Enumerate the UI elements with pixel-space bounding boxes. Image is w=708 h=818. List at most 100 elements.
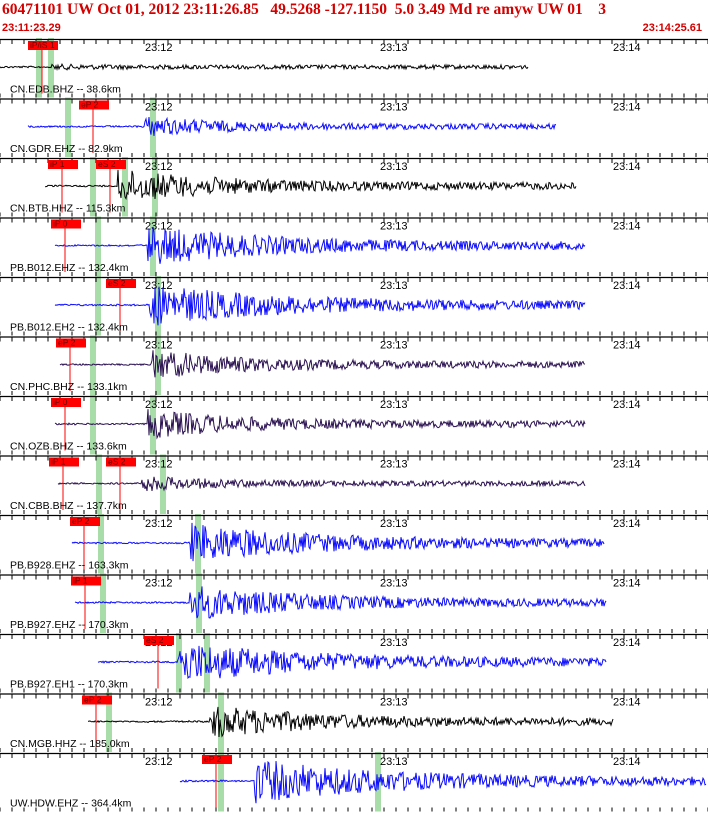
- pick-marker[interactable]: [106, 279, 136, 288]
- pick-label: eP 2: [204, 754, 222, 764]
- pick-label: eP 2: [72, 516, 90, 526]
- time-tick-label: 23:14: [613, 280, 641, 292]
- time-tick-label: 23:12: [145, 161, 173, 173]
- time-tick-label: 23:14: [613, 518, 641, 530]
- time-tick-label: 23:13: [380, 459, 408, 471]
- time-tick-label: 23:14: [613, 102, 641, 114]
- seismogram-panels: 23:12 23:13 23:14 iP/iS 1 CN.EDB.BHZ -- 38.6…: [0, 38, 708, 812]
- pick-label: iP 1: [73, 576, 88, 586]
- pick-marker[interactable]: [82, 695, 112, 705]
- station-label: PB.B927.EHZ -- 170.3km: [10, 619, 129, 631]
- time-tick-label: 23:14: [613, 756, 641, 768]
- pick-window-band: [150, 216, 156, 276]
- time-tick-label: 23:13: [380, 161, 408, 173]
- start-time: 23:11:23.29: [2, 22, 61, 34]
- station-label: CN.CBB.BHZ -- 137.7km: [10, 500, 127, 512]
- pick-window-band: [155, 276, 161, 336]
- waveform-trace: [44, 169, 577, 201]
- time-tick-label: 23:13: [380, 518, 408, 530]
- time-tick-label: 23:13: [380, 578, 408, 590]
- pick-label: iP 1: [51, 457, 66, 467]
- pick-label: eS 2: [108, 457, 126, 467]
- pick-window-band: [150, 395, 156, 455]
- waveform-trace: [54, 286, 586, 326]
- pick-marker[interactable]: [56, 338, 86, 348]
- time-tick-label: 23:14: [613, 399, 641, 411]
- pick-marker[interactable]: [49, 457, 79, 467]
- pick-label: iP/iS 1: [30, 40, 55, 50]
- time-tick-label: 23:13: [380, 280, 408, 292]
- pick-window-band: [95, 276, 101, 336]
- time-tick-label: 23:12: [145, 102, 173, 114]
- time-tick-label: 23:14: [613, 697, 641, 709]
- time-tick-label: 23:13: [380, 637, 408, 649]
- time-tick-label: 23:12: [145, 340, 173, 352]
- pick-window-band: [375, 752, 381, 812]
- trace-panel: 23:12 23:13 23:14 iP 1 eS 2 CN.BTB.HHZ -- 115…: [0, 157, 708, 217]
- time-tick-label: 23:13: [380, 399, 408, 411]
- waveform-trace: [27, 116, 557, 137]
- trace-panel: 23:12 23:13 23:14 eP 2 UW.HDW.EHZ -- 364.4km: [0, 752, 708, 812]
- station-label: PB.B928.EHZ -- 163.3km: [10, 560, 129, 572]
- trace-panel: 23:12 23:13 23:14 iP 1 eS 2 CN.CBB.BHZ -- 137…: [0, 454, 708, 514]
- pick-label: eS 2: [146, 635, 164, 645]
- waveform-trace: [0, 63, 529, 72]
- waveform-trace: [74, 586, 607, 619]
- trace-panel: 23:12 23:13 23:14 iP 0 PB.B012.EHZ -- 132.4k…: [0, 216, 708, 276]
- pick-window-band: [90, 335, 96, 395]
- time-tick-label: 23:14: [613, 459, 641, 471]
- pick-marker[interactable]: [144, 636, 174, 645]
- pick-marker[interactable]: [106, 457, 136, 467]
- trace-panel: 23:12 23:13 23:14 iP 0 CN.OZB.BHZ -- 133.6km: [0, 395, 708, 455]
- pick-window-band: [122, 157, 128, 217]
- time-tick-label: 23:12: [145, 578, 173, 590]
- waveform-trace: [97, 645, 607, 680]
- time-tick-label: 23:13: [380, 756, 408, 768]
- pick-marker[interactable]: [79, 100, 109, 110]
- time-tick-label: 23:14: [613, 42, 641, 54]
- pick-window-band: [95, 216, 101, 276]
- pick-window-band: [65, 97, 71, 157]
- time-tick-label: 23:13: [380, 102, 408, 114]
- pick-window-band: [90, 157, 96, 217]
- pick-marker[interactable]: [51, 398, 81, 407]
- pick-marker[interactable]: [48, 160, 78, 169]
- station-label: PB.B927.EH1 -- 170.3km: [10, 679, 128, 691]
- station-label: CN.MGB.HHZ -- 185.0km: [10, 738, 130, 750]
- pick-marker[interactable]: [96, 160, 126, 169]
- time-tick-label: 23:14: [613, 578, 641, 590]
- station-label: PB.B012.EH2 -- 132.4km: [10, 322, 128, 334]
- waveform-trace: [87, 706, 614, 738]
- pick-window-band: [36, 38, 42, 98]
- waveform-trace: [57, 476, 586, 492]
- station-label: CN.PHC.BHZ -- 133.1km: [10, 381, 128, 393]
- station-label: CN.BTB.HHZ -- 115.3km: [10, 203, 126, 215]
- pick-window-band: [160, 454, 166, 514]
- pick-marker[interactable]: [70, 517, 100, 526]
- pick-window-band: [218, 752, 224, 812]
- trace-panel: 23:12 23:13 23:14 eS 2 PB.B012.EH2 -- 132.4k…: [0, 276, 708, 336]
- pick-label: iP 0: [53, 219, 68, 229]
- event-title: 60471101 UW Oct 01, 2012 23:11:26.85 49.…: [2, 1, 607, 18]
- pick-label: iP 0: [53, 397, 68, 407]
- pick-marker[interactable]: [28, 41, 58, 50]
- trace-panel: 23:12 23:13 23:14 eP 2 CN.MGB.HHZ -- 185.0km: [0, 692, 708, 752]
- time-tick-label: 23:14: [613, 637, 641, 649]
- pick-marker[interactable]: [202, 755, 232, 764]
- pick-label: iP 1: [50, 159, 65, 169]
- pick-marker[interactable]: [51, 219, 81, 229]
- pick-window-band: [218, 692, 224, 752]
- end-time: 23:14:25.61: [642, 22, 702, 34]
- time-tick-label: 23:13: [380, 697, 408, 709]
- station-label: UW.HDW.EHZ -- 364.4km: [10, 798, 132, 810]
- time-tick-label: 23:12: [145, 697, 173, 709]
- pick-window-band: [152, 157, 158, 217]
- station-label: CN.EDB.BHZ -- 38.6km: [10, 84, 121, 96]
- time-tick-label: 23:12: [145, 459, 173, 471]
- trace-panel: 23:12 23:13 23:14 eP 2 CN.PHC.BHZ -- 133.1km: [0, 335, 708, 395]
- pick-window-band: [195, 514, 201, 574]
- waveform-trace: [54, 409, 586, 440]
- pick-marker[interactable]: [71, 576, 101, 586]
- trace-panel: 23:12 23:13 23:14 eP 2 CN.GDR.EHZ -- 82.9km: [0, 97, 708, 157]
